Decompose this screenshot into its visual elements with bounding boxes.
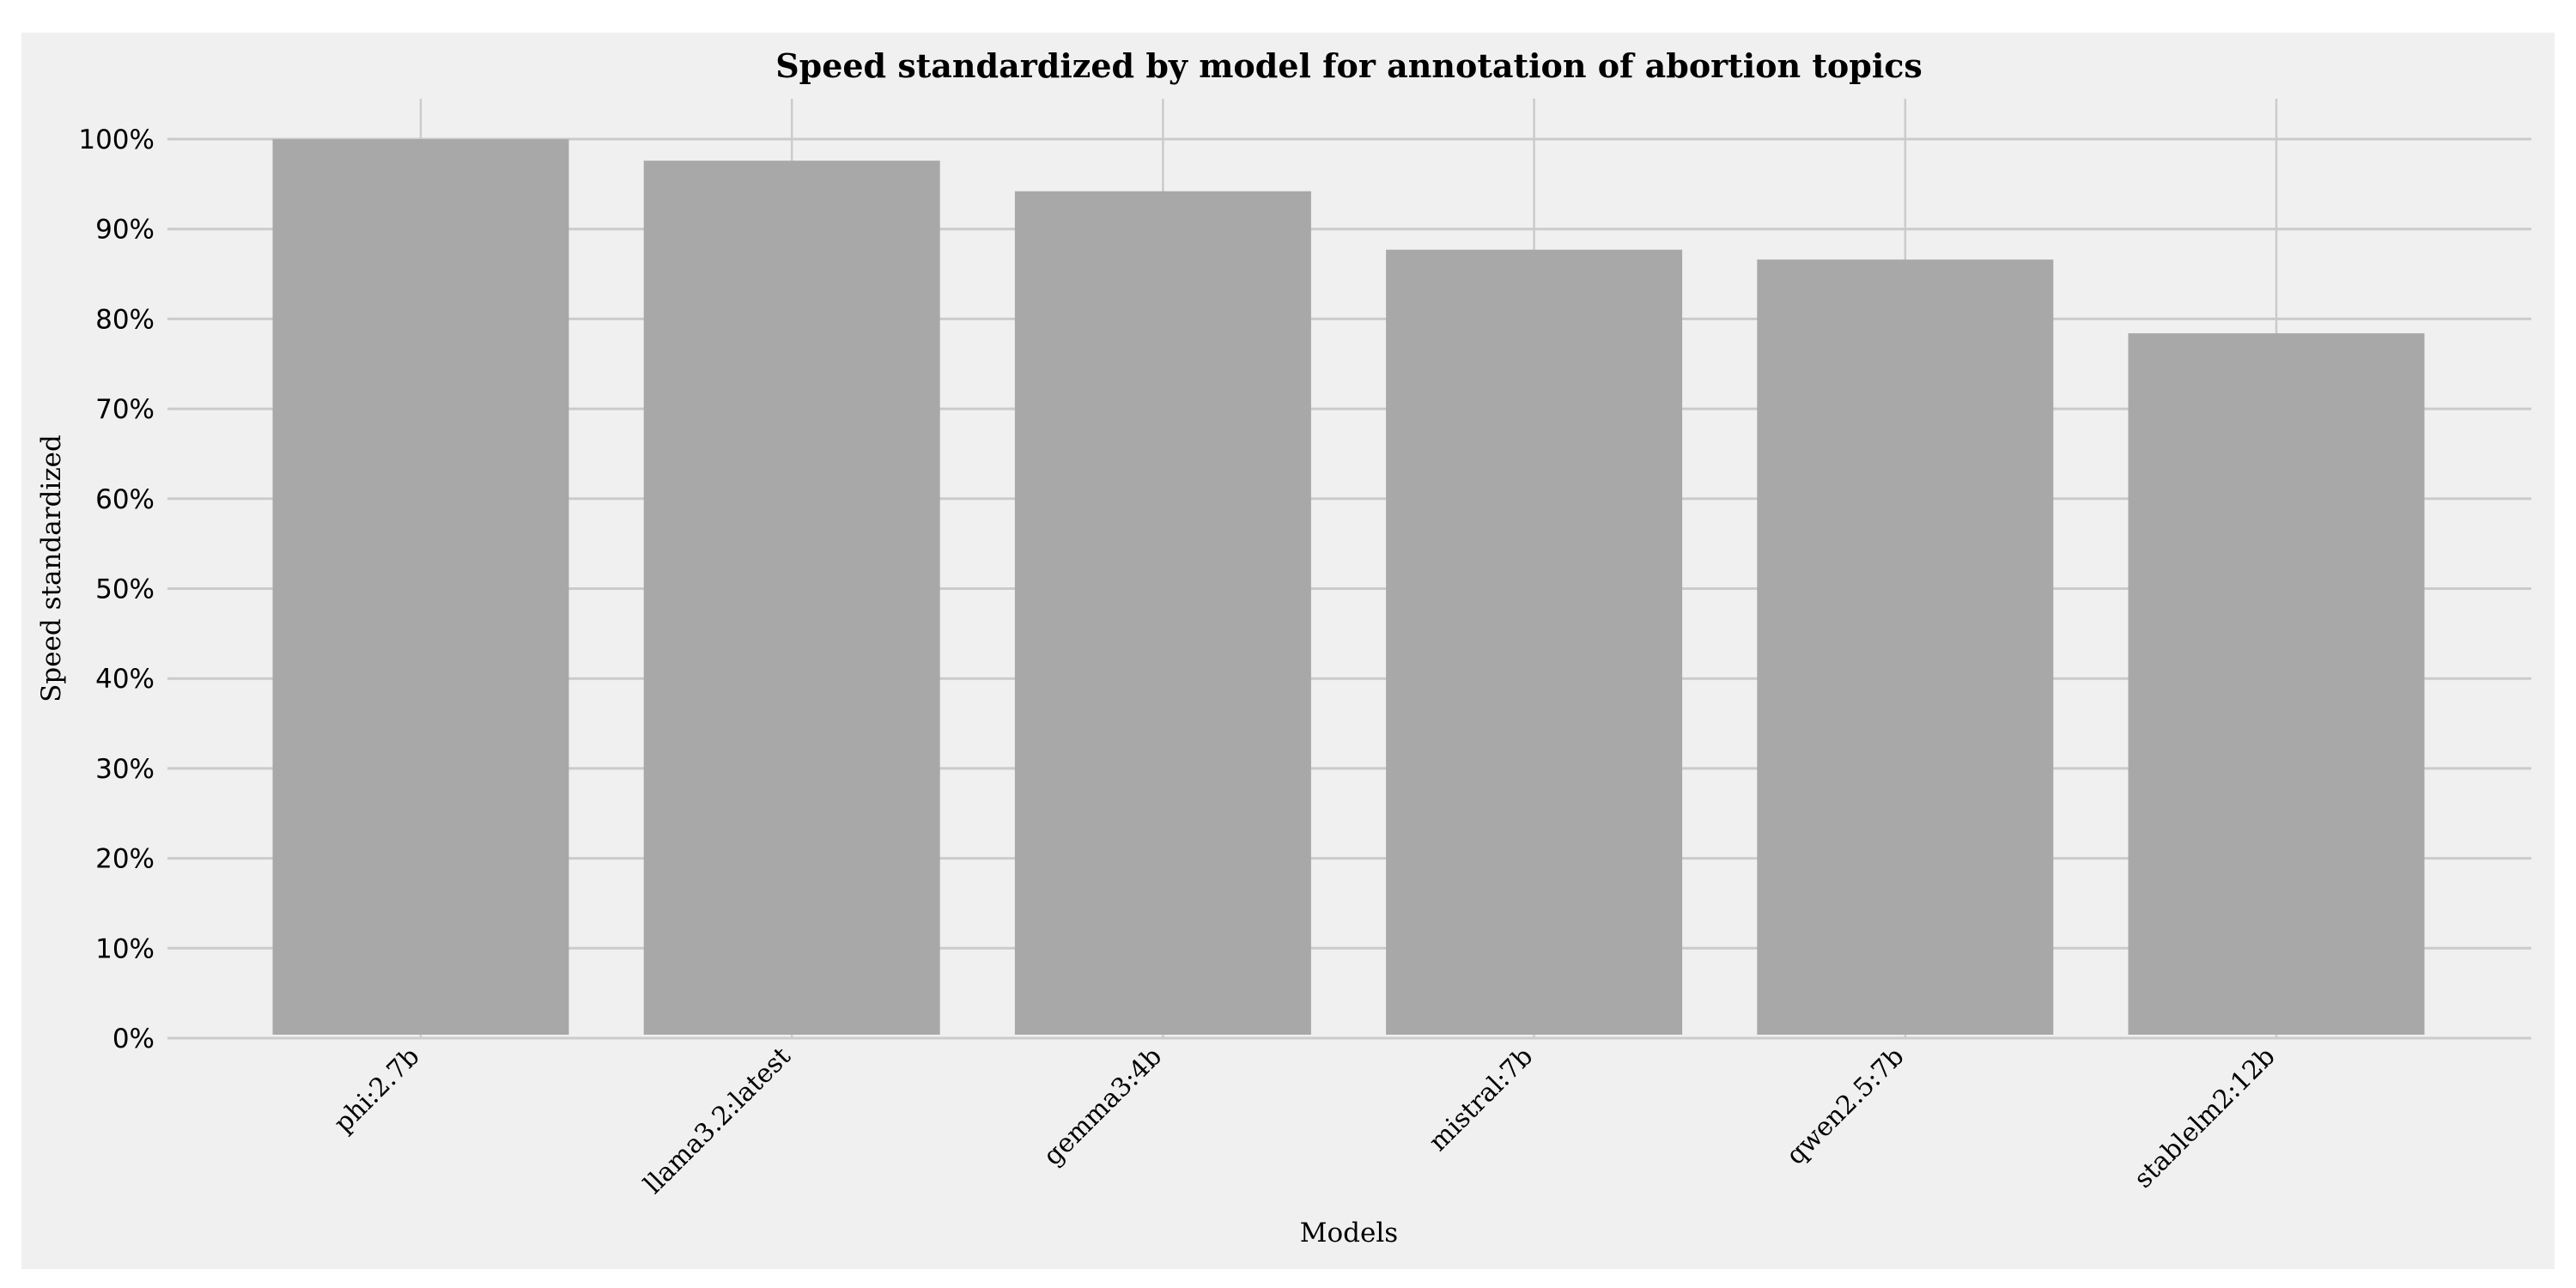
y-tick-label: 80% xyxy=(95,304,155,335)
bar-llama3.2:latest xyxy=(643,161,940,1036)
bar-mistral:7b xyxy=(1386,249,1683,1035)
y-tick-label: 40% xyxy=(95,664,155,695)
y-tick-labels: 0% 10% 20% 30% 40% 50% 60% 70% 80% 90% 100% xyxy=(78,125,155,1054)
y-tick-label: 0% xyxy=(112,1024,155,1054)
bars xyxy=(272,139,2425,1036)
bar-qwen2.5:7b xyxy=(1757,259,2054,1036)
y-axis-label: Speed standardized xyxy=(36,434,67,702)
y-tick-label: 10% xyxy=(95,933,155,964)
y-tick-label: 30% xyxy=(95,754,155,785)
y-tick-label: 50% xyxy=(95,574,155,605)
y-tick-label: 90% xyxy=(95,215,155,246)
bar-gemma3:4b xyxy=(1014,191,1311,1035)
chart-title: Speed standardized by model for annotati… xyxy=(775,46,1923,85)
y-tick-label: 20% xyxy=(95,844,155,875)
bar-phi:2.7b xyxy=(272,139,569,1035)
y-tick-label: 100% xyxy=(78,125,155,155)
x-axis-label: Models xyxy=(1300,1218,1398,1249)
y-tick-label: 60% xyxy=(95,484,155,515)
bar-stablelm2:12b xyxy=(2128,333,2425,1036)
y-tick-label: 70% xyxy=(95,394,155,425)
